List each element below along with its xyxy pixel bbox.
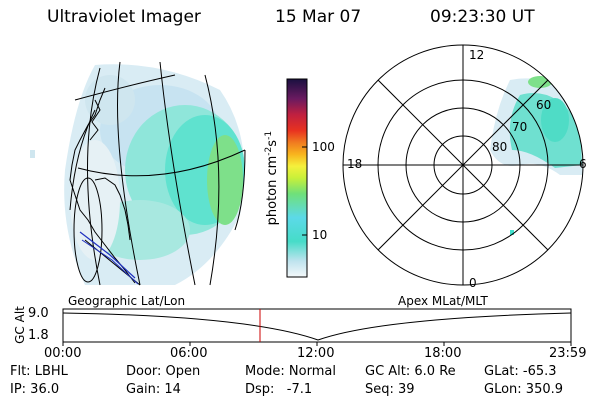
status-gc-alt: GC Alt: 6.0 Re <box>365 364 456 379</box>
colorbar-tick-100: 100 <box>312 140 335 154</box>
date-label: 15 Mar 07 <box>275 7 362 27</box>
status-seq: Seq: 39 <box>365 382 415 397</box>
timeline-ytick-low: 1.8 <box>28 328 49 343</box>
mlt-label-6: 6 <box>579 157 587 171</box>
status-glat: GLat: -65.3 <box>484 364 557 379</box>
status-ip: IP: 36.0 <box>10 382 60 397</box>
timeline-xtick-0600: 06:00 <box>170 346 208 361</box>
status-door: Door: Open <box>126 364 201 379</box>
timeline-xtick-0000: 00:00 <box>44 346 82 361</box>
mlt-label-12: 12 <box>469 48 485 62</box>
status-dsp: Dsp: -7.1 <box>245 382 313 397</box>
timeline-ytick-high: 9.0 <box>28 306 49 321</box>
status-mode: Mode: Normal <box>245 364 336 379</box>
polar-panel-caption: Apex MLat/MLT <box>398 294 488 308</box>
app-title: Ultraviolet Imager <box>47 7 201 27</box>
colorbar-tick-10: 10 <box>312 228 328 242</box>
mlat-label-80: 80 <box>492 140 508 154</box>
mlat-label-60: 60 <box>536 98 552 112</box>
mlt-label-0: 0 <box>469 276 477 290</box>
timeline-xtick-1800: 18:00 <box>424 346 462 361</box>
mlat-label-70: 70 <box>512 120 528 134</box>
timeline-xtick-2359: 23:59 <box>549 346 587 361</box>
status-filter: Flt: LBHL <box>10 364 68 379</box>
geo-panel-caption: Geographic Lat/Lon <box>68 294 186 308</box>
timeline-xtick-1200: 12:00 <box>297 346 335 361</box>
status-gain: Gain: 14 <box>126 382 181 397</box>
mlt-label-18: 18 <box>347 157 363 171</box>
time-label: 09:23:30 UT <box>430 7 535 27</box>
status-glon: GLon: 350.9 <box>484 382 564 397</box>
timeline-ylabel: GC Alt <box>13 306 27 344</box>
